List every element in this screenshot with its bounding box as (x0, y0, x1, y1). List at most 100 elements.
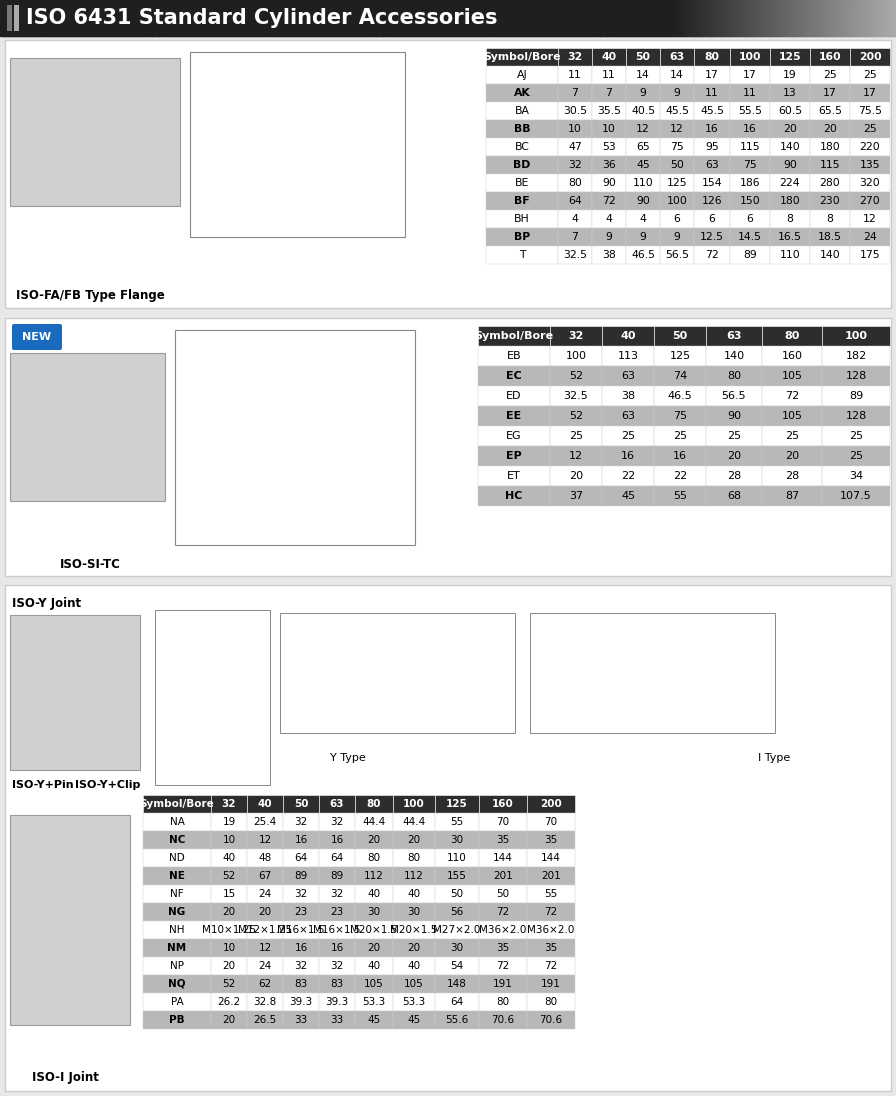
Bar (858, 0, 861, 36)
Text: 12: 12 (258, 943, 271, 954)
Text: 32.5: 32.5 (563, 250, 587, 260)
Bar (425, 0, 427, 36)
Bar (527, 975, 575, 993)
Bar (770, 246, 810, 264)
Bar (850, 119, 890, 138)
Text: NG: NG (168, 907, 185, 917)
Bar (332, 0, 334, 36)
Bar (735, 0, 737, 36)
Bar (231, 0, 234, 36)
Text: ISO 6431 Standard Cylinder Accessories: ISO 6431 Standard Cylinder Accessories (26, 8, 497, 28)
Bar (810, 0, 813, 36)
Bar (143, 921, 211, 939)
Bar (34, 0, 37, 36)
Bar (314, 0, 316, 36)
Bar (48, 0, 51, 36)
Text: 19: 19 (222, 817, 236, 827)
Bar (283, 831, 319, 849)
Bar (660, 210, 694, 228)
Bar (505, 0, 508, 36)
Bar (172, 0, 175, 36)
Bar (138, 0, 141, 36)
Bar (602, 406, 654, 426)
Text: 70: 70 (545, 817, 557, 827)
Text: 12.5: 12.5 (700, 232, 724, 242)
Bar (763, 0, 766, 36)
Bar (758, 0, 761, 36)
Text: 44.4: 44.4 (402, 817, 426, 827)
Text: 53: 53 (602, 142, 616, 152)
Text: M20×1.5: M20×1.5 (350, 925, 398, 935)
Bar (73, 0, 76, 36)
Bar (654, 386, 706, 406)
Bar (473, 0, 476, 36)
Bar (523, 0, 526, 36)
Bar (247, 993, 283, 1011)
Text: 16: 16 (743, 124, 757, 134)
Bar (247, 0, 250, 36)
Text: 63: 63 (705, 160, 719, 170)
Bar (194, 0, 196, 36)
Text: 63: 63 (727, 331, 742, 341)
Text: Symbol/Bore: Symbol/Bore (475, 331, 554, 341)
Bar (724, 0, 727, 36)
Text: 32: 32 (568, 331, 583, 341)
Bar (745, 0, 748, 36)
Bar (694, 102, 730, 119)
Bar (143, 1011, 211, 1029)
Bar (479, 867, 527, 884)
Text: 40: 40 (258, 799, 272, 809)
Bar (393, 1011, 435, 1029)
Bar (672, 0, 675, 36)
Bar (358, 0, 361, 36)
Bar (163, 0, 166, 36)
Bar (247, 975, 283, 993)
Bar (626, 174, 660, 192)
Bar (102, 0, 105, 36)
Bar (660, 66, 694, 84)
Bar (375, 0, 377, 36)
Bar (285, 0, 288, 36)
Bar (581, 0, 583, 36)
Bar (253, 0, 255, 36)
Bar (609, 0, 612, 36)
Text: 9: 9 (674, 88, 680, 98)
Bar (713, 0, 716, 36)
Bar (238, 0, 241, 36)
Bar (790, 0, 793, 36)
Bar (91, 0, 94, 36)
Bar (185, 0, 187, 36)
Bar (715, 0, 718, 36)
Text: 36: 36 (602, 160, 616, 170)
Bar (371, 0, 374, 36)
Bar (50, 0, 53, 36)
Bar (819, 0, 822, 36)
Bar (393, 884, 435, 903)
Bar (432, 0, 435, 36)
Text: 95: 95 (705, 142, 719, 152)
Bar (613, 0, 616, 36)
Bar (558, 138, 592, 156)
Bar (803, 0, 806, 36)
Bar (398, 0, 401, 36)
Bar (518, 0, 521, 36)
Text: 72: 72 (785, 391, 799, 401)
Text: 35: 35 (496, 835, 510, 845)
Text: NE: NE (169, 871, 185, 881)
Text: BD: BD (513, 160, 530, 170)
Text: 25: 25 (823, 70, 837, 80)
Bar (527, 813, 575, 831)
Bar (770, 119, 810, 138)
Text: 20: 20 (222, 907, 236, 917)
Text: 25: 25 (727, 431, 741, 441)
Bar (694, 119, 730, 138)
Text: 70: 70 (496, 817, 510, 827)
Bar (176, 0, 178, 36)
Bar (77, 0, 80, 36)
Bar (477, 0, 479, 36)
Bar (319, 0, 322, 36)
Bar (770, 138, 810, 156)
Bar (120, 0, 123, 36)
Text: 270: 270 (859, 196, 881, 206)
Bar (660, 174, 694, 192)
